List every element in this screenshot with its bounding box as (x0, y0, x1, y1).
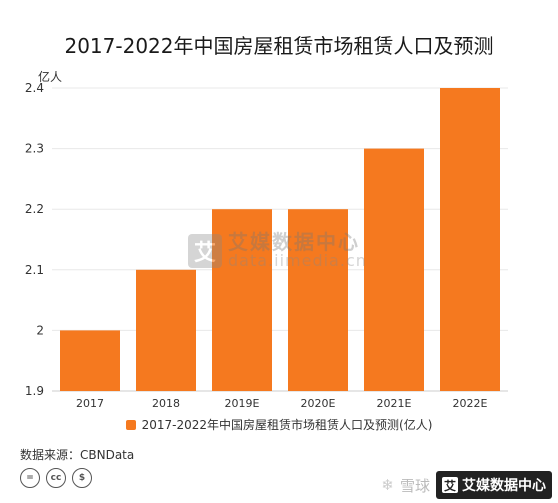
bar-2022E (440, 88, 500, 391)
bar-2020E (288, 209, 348, 391)
data-source: 数据来源：CBNData (20, 448, 135, 462)
no-derivatives-icon: = (20, 468, 40, 488)
x-tick-label: 2021E (377, 397, 412, 410)
non-commercial-icon: $ (72, 468, 92, 488)
bar-chart: 1.9 2 2.1 2.2 2.3 2.4 2017 2018 2019E 2020E 2021E 2… (25, 81, 508, 410)
chart-title: 2017-2022年中国房屋租赁市场租赁人口及预测 (64, 34, 494, 58)
y-tick-label: 2.3 (25, 142, 44, 156)
bar-2019E (212, 209, 272, 391)
y-tick-label: 2.4 (25, 81, 44, 95)
snowball-logo-text: 雪球 (399, 476, 430, 495)
x-tick-label: 2017 (76, 397, 104, 410)
legend-swatch (125, 419, 136, 430)
license-icons: = cc $ (20, 468, 92, 488)
y-tick-label: 1.9 (25, 384, 44, 398)
y-axis-unit: 亿人 (38, 70, 63, 84)
corner-watermark: ❄ 雪球 艾 艾媒数据中心 (348, 467, 558, 503)
y-tick-label: 2 (36, 323, 44, 337)
bar-2017 (60, 330, 120, 391)
x-tick-label: 2018 (152, 397, 180, 410)
snowball-icon: ❄ (381, 476, 394, 494)
x-tick-label: 2022E (453, 397, 488, 410)
chart-legend: 2017-2022年中国房屋租赁市场租赁人口及预测(亿人) (0, 416, 558, 433)
bar-2018 (136, 269, 196, 391)
creative-commons-icon: cc (46, 468, 66, 488)
x-tick-label: 2020E (301, 397, 336, 410)
iimedia-badge: 艾 艾媒数据中心 (436, 471, 552, 499)
iimedia-logo-icon: 艾 (442, 477, 458, 493)
x-tick-label: 2019E (225, 397, 260, 410)
y-tick-label: 2.1 (25, 263, 44, 277)
legend-label: 2017-2022年中国房屋租赁市场租赁人口及预测(亿人) (141, 418, 433, 432)
iimedia-badge-text: 艾媒数据中心 (462, 478, 546, 494)
bar-2021E (364, 148, 424, 391)
y-tick-label: 2.2 (25, 202, 44, 216)
